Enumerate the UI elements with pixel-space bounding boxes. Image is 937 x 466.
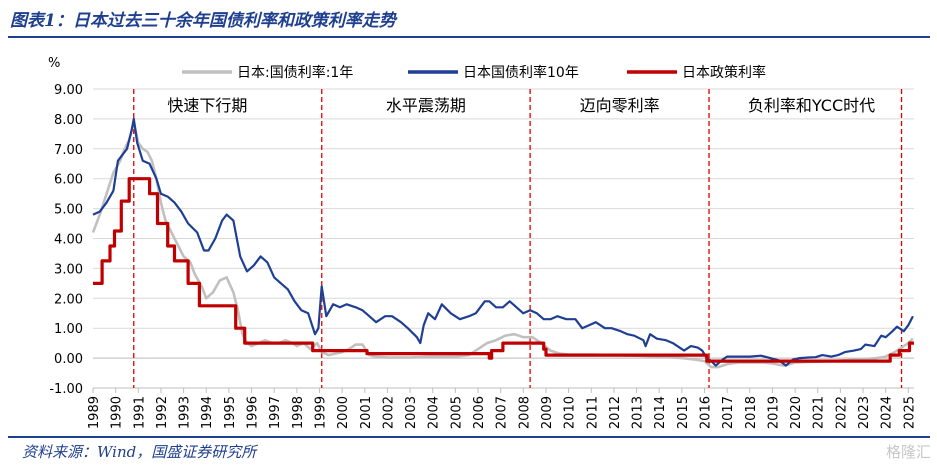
y-tick-label: 4.00 xyxy=(54,233,83,248)
x-tick-label: 2017 xyxy=(721,396,736,429)
x-tick-label: 1990 xyxy=(110,396,125,429)
x-tick-label: 2006 xyxy=(472,396,487,429)
x-tick-label: 2016 xyxy=(699,396,714,429)
period-label: 负利率和YCC时代 xyxy=(748,96,875,115)
source-divider xyxy=(8,436,930,438)
y-tick-label: 5.00 xyxy=(54,203,83,218)
x-tick-label: 2024 xyxy=(880,396,895,429)
x-tick-label: 1996 xyxy=(246,396,261,429)
legend-label: 日本:国债利率:1年 xyxy=(237,64,353,81)
series-line xyxy=(93,177,914,363)
rates-chart: % 日本:国债利率:1年 日本国债利率10年 日本政策利率 -1.00 0.00 1.0… xyxy=(48,56,917,429)
series-lines xyxy=(91,117,914,369)
y-tick-label: 8.00 xyxy=(54,113,83,128)
period-label: 水平震荡期 xyxy=(386,96,466,115)
source-note: 资料来源：Wind，国盛证券研究所 xyxy=(22,443,257,461)
title-divider xyxy=(8,36,930,38)
x-tick-label: 2012 xyxy=(608,396,623,429)
x-tick-label: 1998 xyxy=(291,396,306,429)
y-tick-label: 3.00 xyxy=(54,262,83,277)
legend: 日本:国债利率:1年 日本国债利率10年 日本政策利率 xyxy=(182,64,766,81)
x-tick-label: 2004 xyxy=(427,396,442,429)
x-tick-label: 2002 xyxy=(381,396,396,429)
x-tick-label: 1989 xyxy=(87,396,102,429)
x-tick-label: 2008 xyxy=(517,396,532,429)
x-tick-label: 1997 xyxy=(268,396,283,429)
legend-label: 日本国债利率10年 xyxy=(463,64,579,81)
figure-title: 图表1：日本过去三十余年国债利率和政策利率走势 xyxy=(10,11,396,31)
y-tick-label: 0.00 xyxy=(54,352,83,367)
x-tick-label: 1991 xyxy=(132,396,147,429)
x-tick-label: 1995 xyxy=(223,396,238,429)
x-tick-label: 2009 xyxy=(540,396,555,429)
x-tick-label: 2023 xyxy=(857,396,872,429)
x-tick-label: 1993 xyxy=(178,396,193,429)
period-label: 迈向零利率 xyxy=(580,96,660,115)
legend-label: 日本政策利率 xyxy=(682,64,766,81)
x-tick-label: 1994 xyxy=(200,396,215,429)
x-axis: 1989 1990 1991 1992 1993 1994 1995 1996 1997 1998… xyxy=(87,357,917,429)
watermark: 格隆汇 xyxy=(885,443,931,461)
x-tick-label: 2015 xyxy=(676,396,691,429)
x-tick-label: 2003 xyxy=(404,396,419,429)
x-tick-label: 2014 xyxy=(653,396,668,429)
period-label: 快速下行期 xyxy=(167,96,247,115)
x-tick-label: 2020 xyxy=(789,396,804,429)
x-tick-label: 2022 xyxy=(834,396,849,429)
x-tick-label: 1999 xyxy=(313,396,328,429)
y-tick-label: -1.00 xyxy=(49,382,83,397)
y-axis: -1.00 0.00 1.00 2.00 3.00 4.00 5.00 6.00 7.00 8.0… xyxy=(49,83,83,397)
y-tick-label: 7.00 xyxy=(54,143,83,158)
y-unit-label: % xyxy=(48,56,60,71)
x-tick-label: 1992 xyxy=(155,396,170,429)
x-tick-label: 2018 xyxy=(744,396,759,429)
series-line xyxy=(92,117,914,367)
period-labels: 快速下行期 水平震荡期 迈向零利率 负利率和YCC时代 xyxy=(167,96,875,115)
y-tick-label: 9.00 xyxy=(54,83,83,98)
x-tick-label: 2021 xyxy=(812,396,827,429)
x-tick-label: 2007 xyxy=(495,396,510,429)
x-tick-label: 2019 xyxy=(766,396,781,429)
x-tick-label: 2001 xyxy=(359,396,374,429)
x-tick-label: 2010 xyxy=(563,396,578,429)
x-tick-label: 2025 xyxy=(902,396,917,429)
x-tick-label: 2000 xyxy=(336,396,351,429)
y-tick-label: 6.00 xyxy=(54,173,83,188)
x-tick-label: 2013 xyxy=(631,396,646,429)
y-tick-label: 1.00 xyxy=(54,322,83,337)
x-tick-label: 2005 xyxy=(449,396,464,429)
y-tick-label: 2.00 xyxy=(54,292,83,307)
x-tick-label: 2011 xyxy=(585,396,600,429)
series-line xyxy=(91,120,914,369)
